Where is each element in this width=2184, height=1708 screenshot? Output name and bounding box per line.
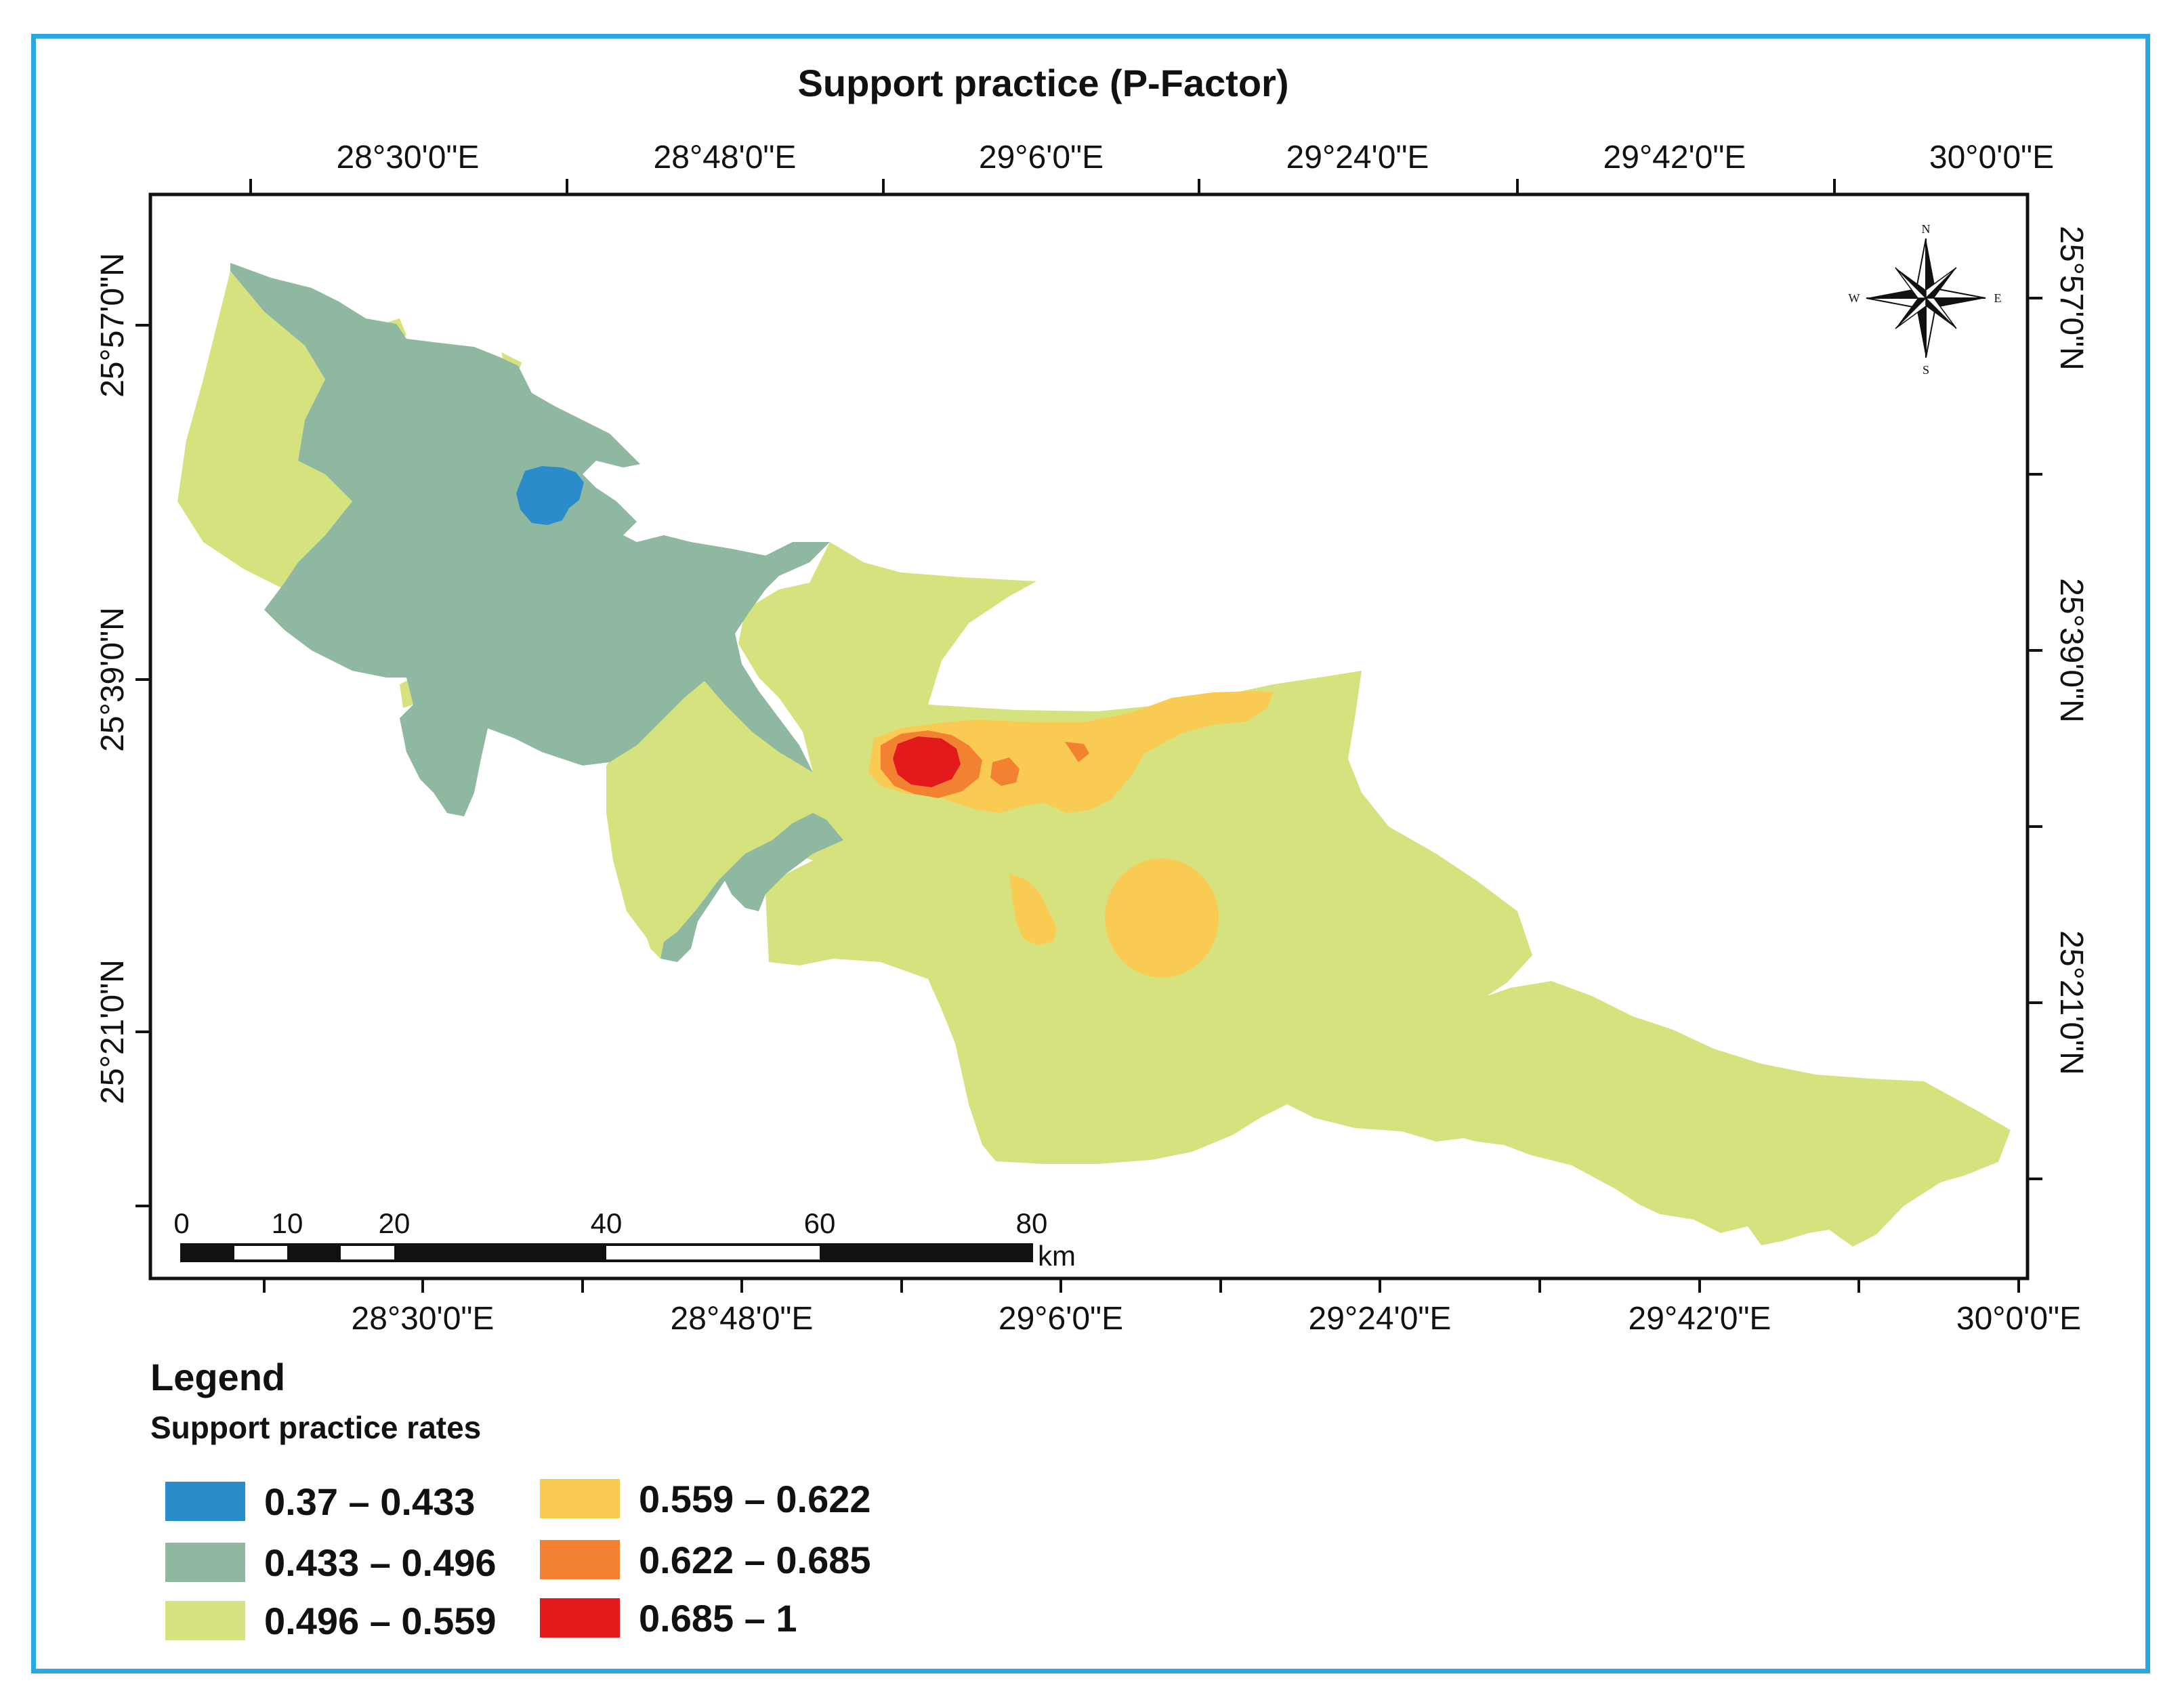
region-0.559-0.622-circle <box>1105 858 1219 978</box>
legend-swatch <box>540 1598 620 1638</box>
top-longitude-labels: 28°30'0"E 28°48'0"E 29°6'0"E 29°24'0"E 2… <box>337 140 2055 175</box>
legend-title: Legend <box>150 1356 286 1398</box>
scale-tick-label: 0 <box>173 1207 189 1239</box>
region-0.496-0.559-west <box>177 271 352 589</box>
bottom-lon-label: 30°0'0"E <box>1956 1301 2081 1337</box>
region-0.559-0.622-blob-west <box>1009 874 1057 945</box>
legend-item: 0.685 – 1 <box>540 1596 797 1640</box>
bottom-lon-label: 28°30'0"E <box>352 1301 495 1337</box>
region-0.622-0.685-spot-b <box>1065 742 1089 762</box>
map-title: Support practice (P-Factor) <box>798 62 1289 104</box>
region-0.496-0.559-main <box>606 542 2011 1247</box>
legend-item: 0.37 – 0.433 <box>165 1480 476 1523</box>
legend-subtitle: Support practice rates <box>150 1410 482 1445</box>
left-lat-label: 25°39'0"N <box>95 607 131 752</box>
scale-tick-label: 20 <box>379 1207 411 1239</box>
region-0.433-0.496-main <box>230 263 830 816</box>
compass-s-label: S <box>1923 363 1929 377</box>
legend-label: 0.37 – 0.433 <box>264 1480 476 1523</box>
map-regions <box>177 263 2011 1247</box>
bottom-lon-label: 29°24'0"E <box>1309 1301 1452 1337</box>
scale-tick-label: 10 <box>272 1207 303 1239</box>
legend-swatch <box>540 1479 620 1518</box>
left-lat-label: 25°21'0"N <box>95 959 131 1104</box>
right-lat-label: 25°21'0"N <box>2053 930 2089 1075</box>
legend-item: 0.559 – 0.622 <box>540 1477 871 1520</box>
legend: Legend Support practice rates 0.37 – 0.4… <box>150 1355 963 1653</box>
right-lat-label: 25°39'0"N <box>2053 578 2089 723</box>
region-0.622-0.685-spot-a <box>990 757 1020 786</box>
top-lon-label: 28°30'0"E <box>337 140 480 175</box>
top-lon-label: 29°24'0"E <box>1286 140 1429 175</box>
legend-swatch <box>165 1482 245 1521</box>
compass-rose-icon: N S E W <box>1849 222 2002 377</box>
legend-swatch <box>165 1543 245 1582</box>
top-lon-label: 28°48'0"E <box>654 140 797 175</box>
figure-border <box>31 34 2150 1673</box>
top-lon-label: 29°42'0"E <box>1603 140 1746 175</box>
legend-label: 0.433 – 0.496 <box>264 1541 497 1584</box>
left-latitude-labels: 25°57'0"N 25°39'0"N 25°21'0"N <box>95 253 131 1104</box>
scale-tick-label: 80 <box>1016 1207 1048 1239</box>
top-lon-label: 30°0'0"E <box>1929 140 2054 175</box>
legend-item: 0.622 – 0.685 <box>540 1538 871 1581</box>
legend-label: 0.685 – 1 <box>639 1596 797 1640</box>
legend-swatch <box>540 1540 620 1579</box>
top-lon-label: 29°6'0"E <box>979 140 1104 175</box>
region-0.37-0.433 <box>516 466 584 525</box>
scale-unit-label: km <box>1038 1240 1076 1272</box>
right-lat-label: 25°57'0"N <box>2053 226 2089 371</box>
legend-label: 0.496 – 0.559 <box>264 1599 497 1642</box>
compass-w-label: W <box>1849 291 1860 305</box>
right-latitude-labels: 25°57'0"N 25°39'0"N 25°21'0"N <box>2053 226 2089 1075</box>
bottom-lon-label: 29°42'0"E <box>1629 1301 1771 1337</box>
scale-bar: 0 10 20 40 60 80 km <box>173 1207 1076 1272</box>
bottom-lon-label: 29°6'0"E <box>999 1301 1123 1337</box>
region-0.685-1 <box>893 736 961 787</box>
left-lat-label: 25°57'0"N <box>95 253 131 398</box>
bottom-lon-label: 28°48'0"E <box>671 1301 814 1337</box>
scale-tick-label: 60 <box>804 1207 836 1239</box>
region-0.433-0.496-south <box>660 813 843 962</box>
axis-ticks <box>135 179 2042 1293</box>
legend-label: 0.559 – 0.622 <box>639 1477 871 1520</box>
legend-item: 0.496 – 0.559 <box>165 1599 497 1642</box>
legend-label: 0.622 – 0.685 <box>639 1538 871 1581</box>
bottom-longitude-labels: 28°30'0"E 28°48'0"E 29°6'0"E 29°24'0"E 2… <box>352 1301 2082 1337</box>
compass-n-label: N <box>1922 222 1931 236</box>
legend-item: 0.433 – 0.496 <box>165 1541 497 1584</box>
scale-tick-label: 40 <box>591 1207 623 1239</box>
compass-e-label: E <box>1994 291 2002 305</box>
legend-swatch <box>165 1601 245 1640</box>
